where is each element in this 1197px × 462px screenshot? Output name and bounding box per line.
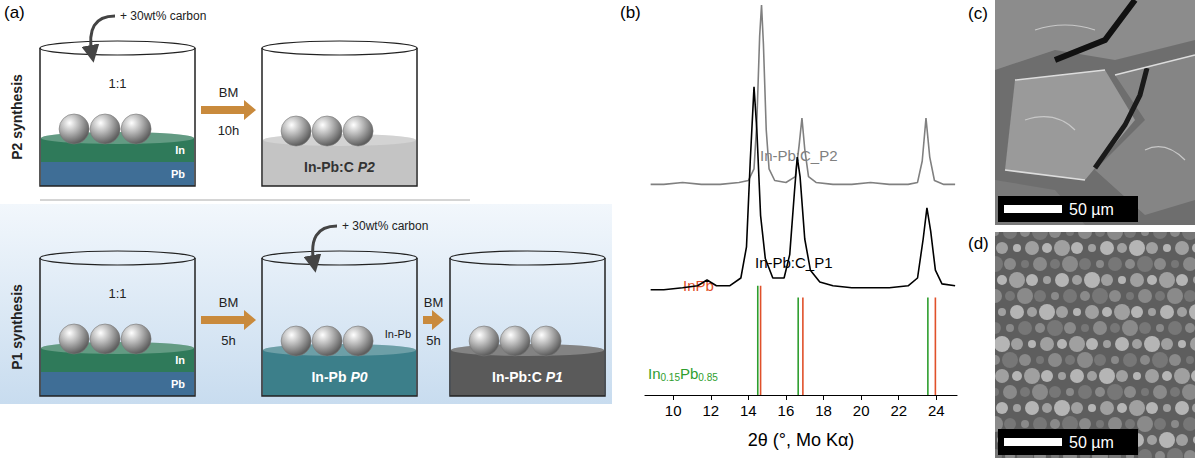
svg-text:0.85: 0.85 xyxy=(698,372,718,383)
svg-text:50 µm: 50 µm xyxy=(1069,434,1114,451)
svg-text:In-Pb:C P2: In-Pb:C P2 xyxy=(304,159,375,175)
html-text:(c): (c) xyxy=(968,4,988,23)
svg-text:2θ (°, Mo Kα): 2θ (°, Mo Kα) xyxy=(748,430,855,450)
svg-text:20: 20 xyxy=(853,402,870,419)
svg-text:In: In xyxy=(175,144,185,156)
svg-text:1:1: 1:1 xyxy=(108,286,126,301)
svg-text:(b): (b) xyxy=(620,3,641,22)
svg-text:0.15: 0.15 xyxy=(661,372,681,383)
svg-text:18: 18 xyxy=(815,402,832,419)
svg-text:14: 14 xyxy=(740,402,757,419)
svg-text:BM: BM xyxy=(219,295,239,310)
svg-text:In-Pb P0: In-Pb P0 xyxy=(311,369,367,385)
svg-text:Pb: Pb xyxy=(171,168,185,180)
svg-text:Pb: Pb xyxy=(680,365,698,382)
svg-text:24: 24 xyxy=(928,402,945,419)
svg-text:InPb: InPb xyxy=(683,277,714,294)
svg-text:10: 10 xyxy=(665,402,682,419)
svg-text:+ 30wt% carbon: + 30wt% carbon xyxy=(120,9,206,23)
svg-text:In-Pb: In-Pb xyxy=(385,328,411,340)
svg-text:BM: BM xyxy=(219,85,239,100)
svg-text:12: 12 xyxy=(702,402,719,419)
svg-text:In-Pb:C_P1: In-Pb:C_P1 xyxy=(755,254,833,271)
svg-text:In: In xyxy=(175,354,185,366)
svg-text:BM: BM xyxy=(424,295,444,310)
html-text:(d): (d) xyxy=(968,234,989,253)
svg-text:In-Pb:C_P2: In-Pb:C_P2 xyxy=(760,147,838,164)
svg-text:5h: 5h xyxy=(221,333,235,348)
svg-text:5h: 5h xyxy=(426,333,440,348)
svg-text:P1 synthesis: P1 synthesis xyxy=(9,284,25,370)
svg-text:50 µm: 50 µm xyxy=(1069,201,1114,218)
svg-text:+ 30wt% carbon: + 30wt% carbon xyxy=(342,219,428,233)
svg-text:P2 synthesis: P2 synthesis xyxy=(9,74,25,160)
svg-text:16: 16 xyxy=(778,402,795,419)
svg-text:1:1: 1:1 xyxy=(108,76,126,91)
svg-text:10h: 10h xyxy=(218,123,240,138)
svg-text:Pb: Pb xyxy=(171,378,185,390)
svg-text:In: In xyxy=(648,365,661,382)
svg-text:In-Pb:C P1: In-Pb:C P1 xyxy=(492,369,563,385)
svg-text:(a): (a) xyxy=(4,3,25,22)
svg-text:22: 22 xyxy=(890,402,907,419)
